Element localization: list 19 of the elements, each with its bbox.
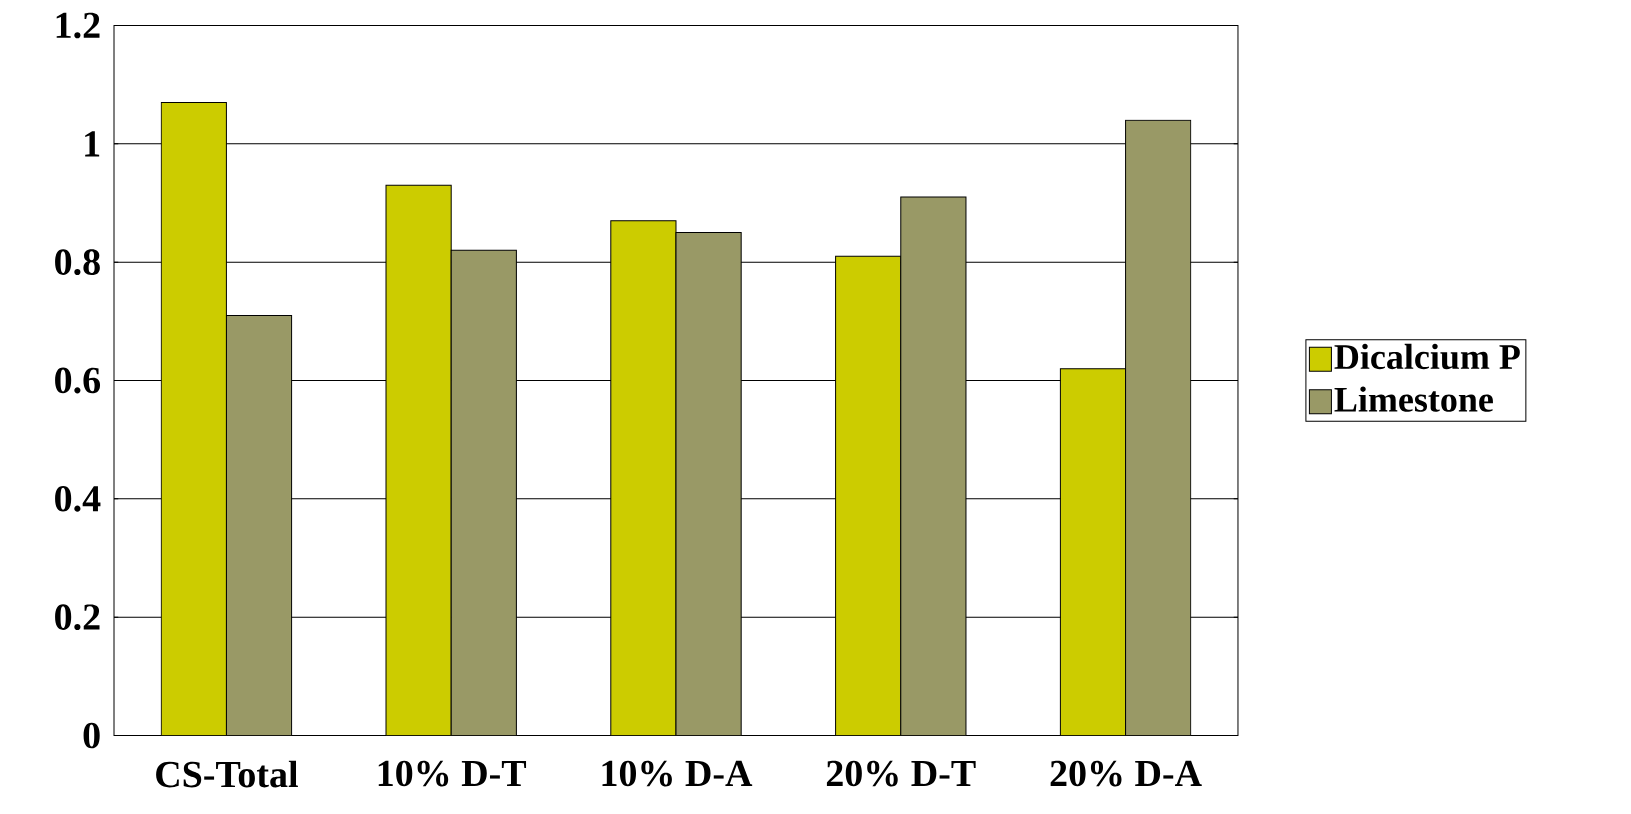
y-tick-label: 0.6 [55, 367, 101, 394]
x-tick-label: 20% D-T [826, 760, 976, 787]
bar [610, 220, 677, 736]
x-tick-label: 10% D-A [602, 760, 753, 787]
x-tick-label: 10% D-T [378, 760, 527, 787]
y-tick-label: 0.8 [55, 249, 100, 276]
bar [160, 102, 227, 736]
bar [835, 256, 902, 736]
bar [1059, 368, 1127, 736]
y-tick-label: 0 [83, 722, 100, 749]
y-tick-label: 1.2 [56, 12, 100, 39]
legend-label: Limestone [1334, 386, 1493, 413]
x-tick-label: CS-Total [156, 760, 298, 788]
y-tick-label: 1 [85, 131, 100, 157]
legend-label: Dicalcium P [1334, 344, 1520, 370]
y-tick-label: 0.4 [55, 486, 101, 512]
y-tick-label: 0.2 [55, 604, 100, 631]
bar [385, 185, 452, 736]
x-tick-label: 20% D-A [1050, 760, 1202, 787]
